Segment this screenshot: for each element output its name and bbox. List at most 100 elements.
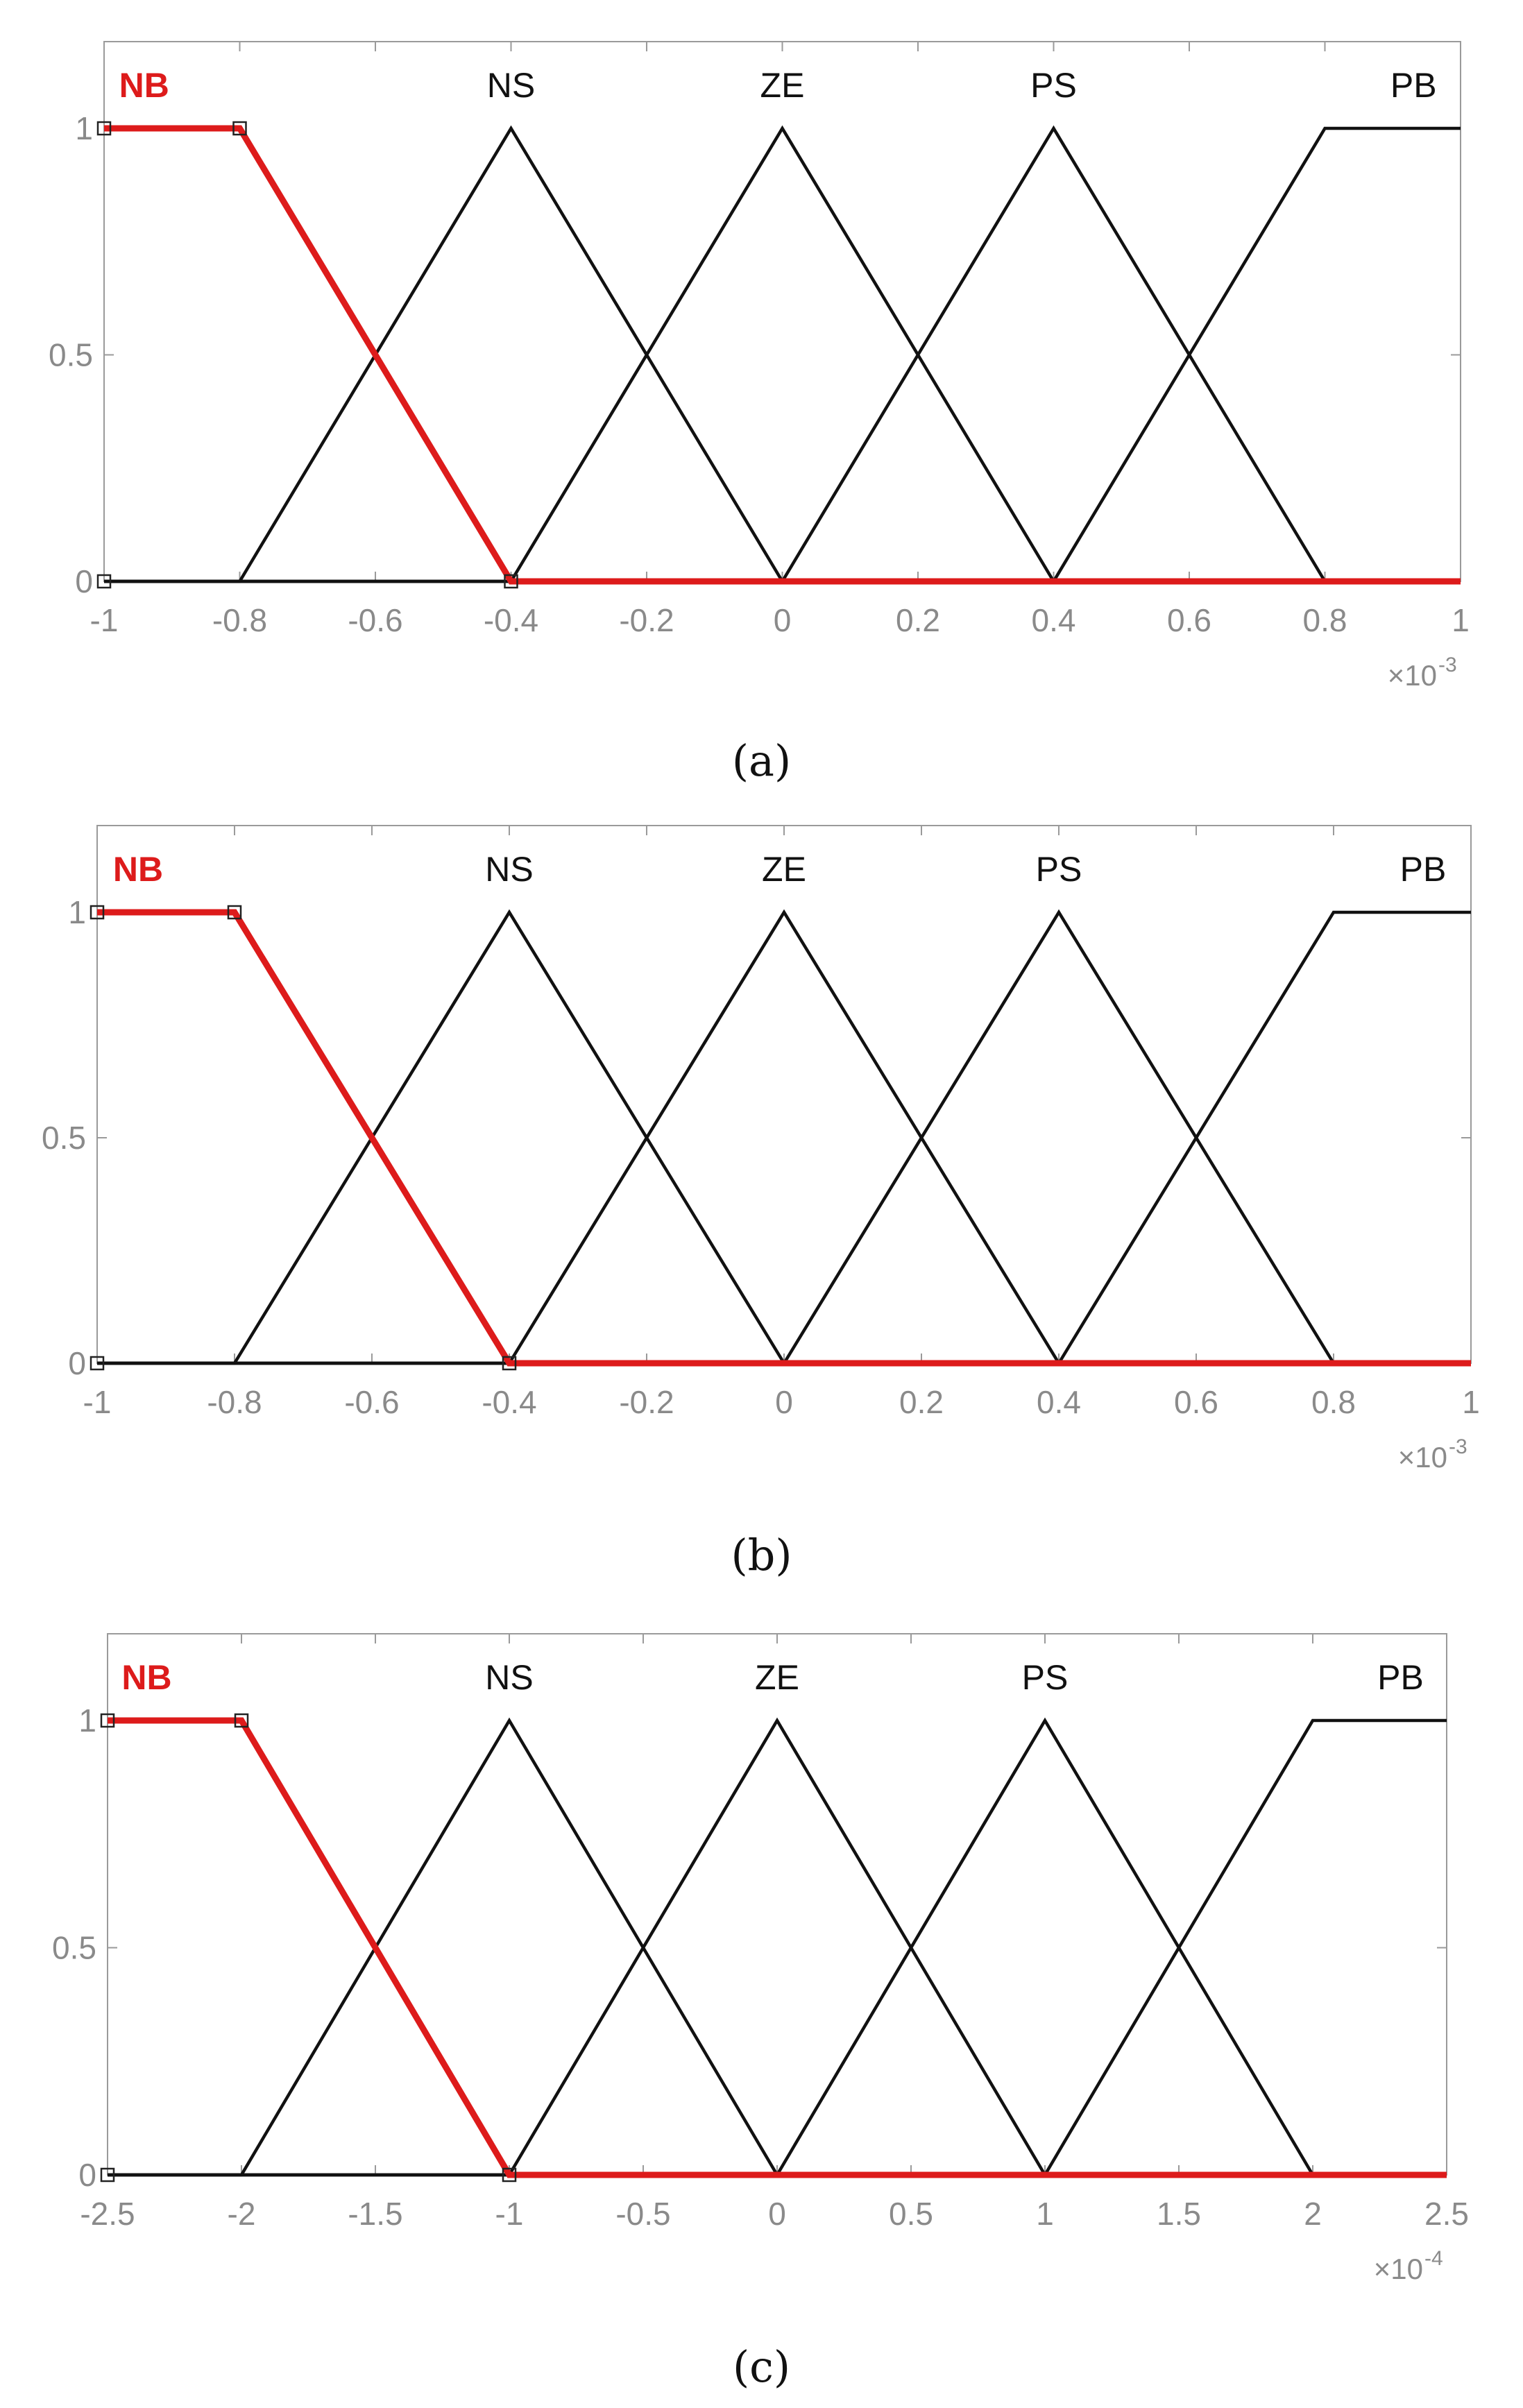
x-tick-label-a: 0.6 (1167, 602, 1211, 638)
x-tick-label-a: 0.2 (896, 602, 940, 638)
y-tick-label-c: 0.5 (52, 1930, 96, 1966)
x-tick-label-a: -0.8 (212, 602, 267, 638)
x-tick-label-a: 1 (1452, 602, 1470, 638)
x-tick-label-b: 0.6 (1174, 1384, 1218, 1420)
series-ns-line-a (104, 125, 1461, 583)
panel-b: -1 -0.8 -0.6 -0.4 -0.2 0 0.2 0.4 0.6 0.8 1 0 0.5 1 ×10… (0, 798, 1523, 1519)
series-ze-line-c (108, 1717, 1447, 2177)
vertex-marker-b[interactable] (90, 905, 105, 920)
x-tick-label-c: 0 (768, 2196, 786, 2232)
y-tick-label-c: 0 (78, 2157, 96, 2193)
x-tick-label-a: -1 (90, 602, 119, 638)
x-tick-label-c: 0.5 (889, 2196, 933, 2232)
x-tick-label-b: 0.4 (1037, 1384, 1081, 1420)
series-label-nb-a: NB (119, 66, 169, 105)
y-tick-label-b: 0.5 (42, 1120, 86, 1156)
vertex-marker-b[interactable] (227, 905, 242, 920)
x-tick-label-b: -0.2 (619, 1384, 674, 1420)
series-label-nb-c: NB (121, 1658, 171, 1697)
mf-plot-b: -1 -0.8 -0.6 -0.4 -0.2 0 0.2 0.4 0.6 0.8 1 0 0.5 1 ×10… (42, 825, 1480, 1474)
x-tick-label-c: 1.5 (1157, 2196, 1201, 2232)
x-multiplier-c: ×10 (1374, 2253, 1423, 2285)
series-nb-line-a (104, 125, 1461, 585)
axes-frame-b (96, 825, 1472, 1364)
axes-frame-c (107, 1633, 1447, 2176)
x-tick-label-b: 0.8 (1311, 1384, 1356, 1420)
x-tick-label-a: -0.6 (348, 602, 402, 638)
vertex-marker-a[interactable] (96, 121, 112, 136)
y-tick-label-b: 1 (68, 894, 86, 930)
vertex-marker-a[interactable] (504, 574, 518, 589)
x-tick-label-a: 0 (774, 602, 792, 638)
series-ns-line-c (108, 1717, 1447, 2177)
x-tick-label-c: -2 (228, 2196, 256, 2232)
vertex-marker-a[interactable] (96, 574, 112, 589)
x-tick-label-c: 2.5 (1424, 2196, 1469, 2232)
series-label-pb-b: PB (1400, 850, 1447, 889)
series-label-ns-a: NS (487, 66, 535, 105)
caption-a-text: (a) (731, 735, 792, 786)
y-tick-label-b: 0 (68, 1345, 86, 1381)
series-label-ps-c: PS (1022, 1658, 1069, 1697)
x-multiplier-b: ×10 (1398, 1441, 1447, 1474)
x-tick-label-b: 0 (775, 1384, 793, 1420)
y-tick-label-c: 1 (78, 1702, 96, 1739)
series-label-pb-a: PB (1390, 66, 1437, 105)
series-label-ze-c: ZE (755, 1658, 799, 1697)
caption-c-text: (c) (732, 2341, 791, 2392)
x-tick-label-b: -0.8 (207, 1384, 262, 1420)
series-label-ps-b: PS (1036, 850, 1082, 889)
vertex-marker-c[interactable] (234, 1713, 249, 1728)
mf-plot-a: -1 -0.8 -0.6 -0.4 -0.2 0 0.2 0.4 0.6 0.8 1 0 0.5 1 ×10… (49, 41, 1470, 692)
series-label-ze-b: ZE (762, 850, 806, 889)
series-ze-line-a (104, 125, 1461, 583)
series-nb-line-b (97, 909, 1471, 1367)
x-tick-label-a: 0.8 (1303, 602, 1347, 638)
series-pb-line-c (108, 1718, 1447, 2177)
x-exponent-c: -4 (1424, 2247, 1443, 2270)
x-tick-label-c: -1 (495, 2196, 524, 2232)
y-tick-label-a: 0.5 (49, 337, 93, 373)
x-multiplier-a: ×10 (1388, 659, 1437, 692)
series-ps-line-b (97, 909, 1471, 1365)
series-ze-line-b (97, 909, 1471, 1365)
vertex-marker-c[interactable] (100, 1713, 115, 1728)
vertex-marker-c[interactable] (502, 2167, 517, 2183)
vertex-marker-b[interactable] (90, 1356, 105, 1371)
vertex-marker-c[interactable] (100, 2167, 115, 2183)
axes-frame-a (103, 41, 1461, 582)
series-label-ns-c: NS (485, 1658, 533, 1697)
x-tick-label-a: -0.4 (484, 602, 538, 638)
caption-b: (b) (0, 1530, 1523, 1580)
series-pb-line-a (104, 126, 1461, 583)
vertex-marker-a[interactable] (232, 121, 247, 136)
x-tick-label-b: 1 (1462, 1384, 1480, 1420)
y-tick-label-a: 0 (75, 563, 93, 599)
x-exponent-a: -3 (1438, 654, 1457, 676)
x-tick-label-a: -0.2 (619, 602, 674, 638)
panel-c: -2.5 -2 -1.5 -1 -0.5 0 0.5 1 1.5 2 2.5 0 0.5 1 ×10 -4 NS… (0, 1603, 1523, 2324)
x-exponent-b: -3 (1449, 1435, 1467, 1458)
caption-c: (c) (0, 2341, 1523, 2392)
x-tick-label-a: 0.4 (1032, 602, 1076, 638)
series-label-ps-a: PS (1030, 66, 1077, 105)
x-tick-label-c: -1.5 (348, 2196, 402, 2232)
series-ps-line-c (108, 1717, 1447, 2177)
series-nb-line-c (108, 1717, 1447, 2178)
x-tick-label-b: -1 (83, 1384, 112, 1420)
x-tick-label-c: -0.5 (615, 2196, 670, 2232)
series-pb-line-b (97, 910, 1471, 1365)
vertex-marker-b[interactable] (502, 1356, 517, 1371)
series-label-nb-b: NB (113, 850, 163, 889)
x-tick-label-c: 1 (1036, 2196, 1054, 2232)
caption-a: (a) (0, 735, 1523, 786)
caption-b-text: (b) (731, 1530, 792, 1580)
x-tick-label-c: 2 (1304, 2196, 1322, 2232)
panel-a: -1 -0.8 -0.6 -0.4 -0.2 0 0.2 0.4 0.6 0.8 1 0 0.5 1 ×10… (0, 0, 1523, 721)
x-tick-label-c: -2.5 (80, 2196, 135, 2232)
x-tick-label-b: 0.2 (899, 1384, 944, 1420)
x-tick-label-b: -0.6 (344, 1384, 399, 1420)
series-label-pb-c: PB (1377, 1658, 1424, 1697)
series-label-ze-a: ZE (760, 66, 805, 105)
series-ps-line-a (104, 125, 1461, 583)
